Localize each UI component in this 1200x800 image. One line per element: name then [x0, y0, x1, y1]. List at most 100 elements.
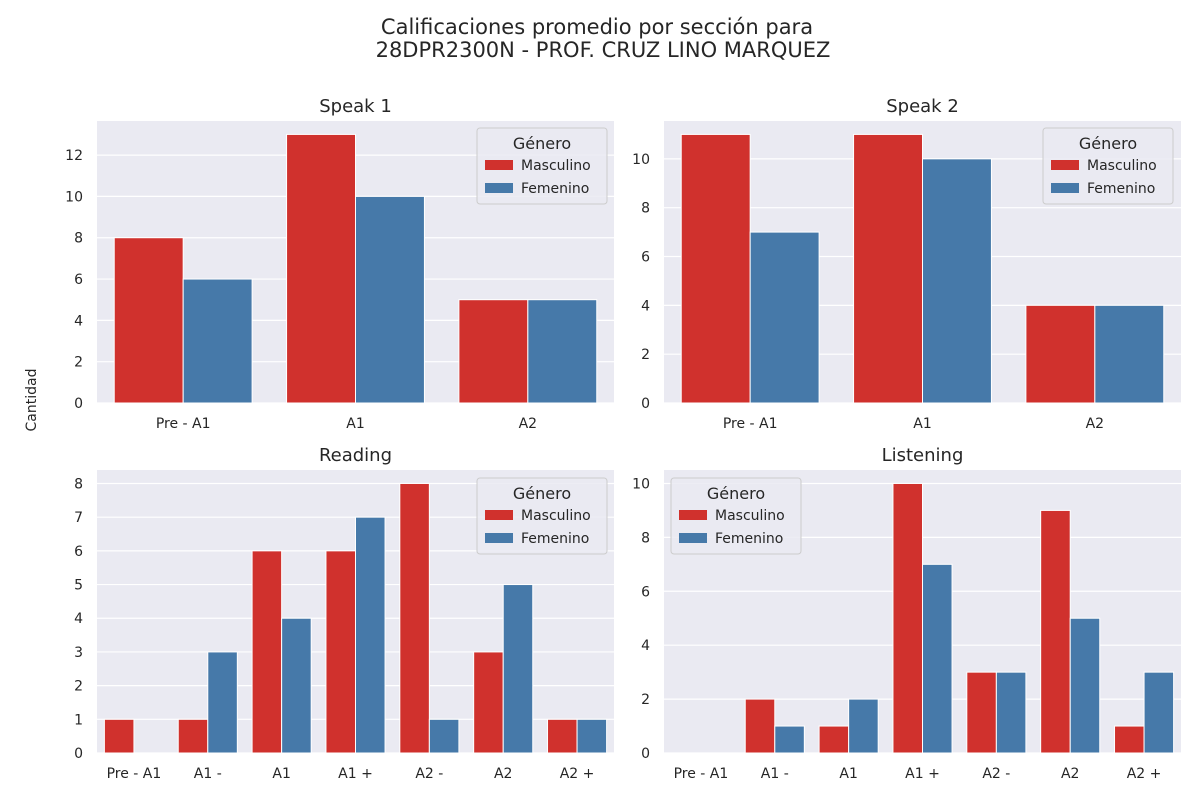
bar-femenino: [774, 725, 805, 754]
bar-femenino: [182, 278, 253, 404]
x-tick-label: Pre - A1: [723, 416, 778, 432]
y-tick-label: 7: [74, 510, 83, 526]
bar-masculino: [113, 237, 184, 404]
bar-femenino: [1143, 671, 1175, 754]
bar-femenino: [281, 617, 312, 754]
x-tick-label: A2 +: [560, 766, 595, 782]
legend-label-masculino: Masculino: [521, 508, 591, 524]
bar-masculino: [818, 725, 850, 754]
legend-swatch-femenino: [679, 533, 707, 543]
y-tick-label: 2: [641, 347, 650, 363]
bar-masculino: [1114, 725, 1145, 754]
legend-swatch-masculino: [485, 510, 513, 520]
bar-femenino: [355, 516, 386, 754]
y-tick-label: 6: [641, 250, 650, 266]
x-tick-label: A2 -: [415, 766, 443, 782]
legend: Género Masculino Femenino: [670, 477, 802, 555]
x-tick-label: A1: [913, 416, 931, 432]
panel-title: Listening: [882, 445, 964, 466]
bar-masculino: [458, 299, 529, 404]
x-tick-label: A2 +: [1127, 766, 1162, 782]
x-tick-label: A1: [346, 416, 364, 432]
figure-title-line-2: 28DPR2300N - PROF. CRUZ LINO MARQUEZ: [376, 38, 831, 62]
x-tick-label: A2: [519, 416, 537, 432]
x-tick-label: Pre - A1: [107, 766, 162, 782]
x-tick-label: A1 -: [194, 766, 222, 782]
bar-femenino: [1069, 617, 1101, 754]
legend-swatch-masculino: [1051, 160, 1079, 170]
bar-masculino: [399, 482, 430, 754]
y-tick-label: 8: [74, 231, 83, 247]
legend-title: Género: [1079, 134, 1137, 153]
legend: Género Masculino Femenino: [476, 127, 608, 205]
legend-label-femenino: Femenino: [1087, 181, 1155, 197]
legend-label-femenino: Femenino: [521, 531, 589, 547]
bar-masculino: [966, 671, 997, 754]
legend-swatch-femenino: [485, 183, 513, 193]
panel-title: Speak 1: [319, 96, 392, 117]
legend-title: Género: [513, 134, 571, 153]
bar-femenino: [848, 698, 879, 754]
y-tick-label: 6: [74, 544, 83, 560]
chart-panel-2: 0 2 4 6 8 10 Pre - A1 A1 A2 Speak 2 Género Masculin…: [632, 96, 1181, 432]
legend-swatch-femenino: [1051, 183, 1079, 193]
x-tick-label: A1: [839, 766, 857, 782]
y-tick-label: 4: [74, 611, 83, 627]
x-tick-label: A1 +: [905, 766, 940, 782]
x-tick-label: A1 -: [761, 766, 789, 782]
bar-masculino: [853, 133, 923, 404]
bar-femenino: [1094, 304, 1165, 404]
y-tick-label: 2: [641, 692, 650, 708]
legend-label-masculino: Masculino: [521, 158, 591, 174]
legend: Género Masculino Femenino: [476, 477, 608, 555]
chart-panels: 0 2 4 6 8 10 12 Pre - A1 A1 A2 Speak 1 Género Mascul…: [65, 96, 1181, 782]
shared-y-axis-label: Cantidad: [24, 369, 40, 432]
bar-femenino: [922, 563, 953, 754]
y-tick-label: 4: [641, 638, 650, 654]
y-tick-label: 8: [641, 201, 650, 217]
panel-title: Reading: [319, 445, 392, 466]
legend-label-masculino: Masculino: [1087, 158, 1157, 174]
y-tick-label: 0: [74, 746, 83, 762]
bar-femenino: [749, 231, 820, 404]
bar-masculino: [1025, 304, 1096, 404]
bar-masculino: [251, 550, 283, 754]
panel-title: Speak 2: [886, 96, 959, 117]
y-tick-label: 10: [632, 152, 650, 168]
legend-label-femenino: Femenino: [715, 531, 783, 547]
legend-swatch-femenino: [485, 533, 513, 543]
x-tick-label: A1 +: [338, 766, 373, 782]
y-tick-label: 0: [74, 396, 83, 412]
y-tick-label: 8: [74, 476, 83, 492]
bar-masculino: [680, 133, 751, 404]
bar-femenino: [502, 584, 534, 754]
bar-masculino: [325, 550, 357, 754]
chart-panel-3: 0 1 2 3 4 5 6 7 8 Pre - A1 A1 - A1 A1 + A2 - A2 A2 + Rea…: [74, 445, 614, 782]
bar-femenino: [207, 651, 238, 754]
bar-femenino: [995, 671, 1027, 754]
bar-masculino: [892, 482, 924, 754]
bar-masculino: [177, 718, 209, 754]
legend: Género Masculino Femenino: [1042, 127, 1174, 205]
chart-panel-4: 0 2 4 6 8 10 Pre - A1 A1 - A1 A1 + A2 - A2 A2 + Liste…: [632, 445, 1181, 782]
x-tick-label: A1: [272, 766, 290, 782]
y-tick-label: 6: [641, 584, 650, 600]
bar-femenino: [527, 299, 598, 404]
bar-femenino: [355, 195, 425, 404]
figure-title-line-1: Calificaciones promedio por sección para: [381, 15, 813, 39]
x-tick-label: A2: [494, 766, 512, 782]
x-tick-label: Pre - A1: [674, 766, 729, 782]
bar-masculino: [744, 698, 776, 754]
x-tick-label: Pre - A1: [156, 416, 211, 432]
bar-femenino: [576, 718, 608, 754]
bar-masculino: [103, 718, 135, 754]
legend-label-femenino: Femenino: [521, 181, 589, 197]
y-tick-label: 3: [74, 645, 83, 661]
legend-label-masculino: Masculino: [715, 508, 785, 524]
y-tick-label: 12: [65, 148, 83, 164]
y-tick-label: 10: [65, 189, 83, 205]
y-tick-label: 2: [74, 355, 83, 371]
bar-masculino: [286, 133, 357, 404]
y-tick-label: 4: [74, 313, 83, 329]
